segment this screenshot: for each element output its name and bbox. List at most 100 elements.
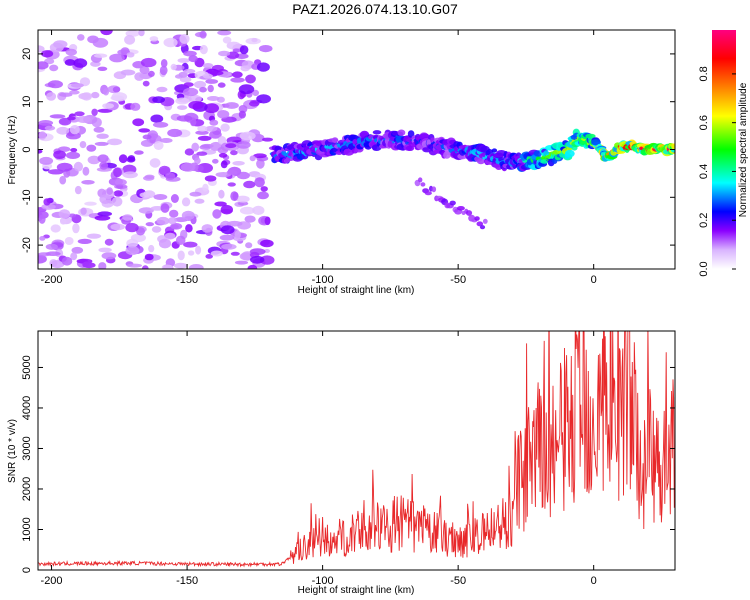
spectrogram-cell [221,243,237,250]
spectrogram-cell [79,77,91,87]
spectrogram-cell [491,148,498,153]
spectrogram-cell [93,126,105,133]
spectrogram-cell [122,214,133,221]
spectrogram-cell [209,70,224,76]
spectrogram-cell [204,125,218,132]
spectrogram-cell [256,62,270,72]
spectrogram-cell [418,177,423,183]
snr-y-axis-label: SNR (10 * v/v) [7,419,18,483]
spectrogram-cell [92,37,109,48]
spectrogram-cell [212,209,222,219]
spectrogram-cell [431,186,437,193]
spectrogram-cell [177,250,185,261]
spectrogram-cell [232,71,243,78]
spectrogram-cell [247,264,258,269]
spectrogram-cell [74,185,82,195]
spectrogram-cell [199,30,207,39]
spectrogram-cell [47,80,64,89]
spectrogram-cell [148,70,155,77]
spectrogram-cell [104,238,114,246]
spectrogram-cell [183,241,198,248]
spectrogram-cell [420,182,426,187]
spectrogram-cell [220,225,235,235]
spectrogram-cell [217,136,227,145]
colorbar-tick-label: 0.4 [698,164,710,179]
spectrogram-cell [230,191,239,202]
snr-x-tick-label: -200 [41,575,63,587]
spectrogram-cell [45,251,61,256]
spectrogram-cell [197,125,208,132]
colorbar: 0.0 0.2 0.4 0.6 0.8 Normalized spectral ampl… [698,30,749,277]
spectrogram-cell [222,36,232,44]
spectrogram-cell [230,77,245,83]
spectrogram-cell [238,84,255,95]
spectrogram-cell [43,198,51,206]
spectrogram-cell [158,238,172,249]
spectrogram-cell [38,61,49,70]
spectrogram-cell [209,119,219,126]
spectrogram-cell [187,94,202,103]
spectrogram-cell [168,217,177,225]
spectrogram-cell [99,161,109,170]
spectrogram-cell [100,30,113,36]
spectrogram-cell [199,144,212,150]
spectrogram-cell [74,111,85,117]
spectrogram-cell [259,255,275,265]
spectrogram-x-axis-label: Height of straight line (km) [298,285,415,296]
spectrogram-cell [225,143,237,149]
spectrogram-cell [130,102,141,111]
spectrogram-cell [167,128,183,138]
spectrogram-cell [170,223,183,230]
spectrogram-cell [188,55,198,63]
spectrogram-cell [38,254,47,264]
spectrogram-cell [152,96,166,104]
spectrogram-cell [482,218,488,224]
spectrogram-y-tick-label: 0 [21,146,33,152]
spectrogram-x-tick-label: -150 [176,274,198,286]
spectrogram-cell [210,250,223,257]
spectrogram-cell [199,44,208,55]
spectrogram-cell [138,207,154,214]
spectrogram-cell [113,190,124,197]
spectrogram-cell [97,154,109,163]
spectrogram-y-tick-label: 10 [21,96,33,108]
spectrogram-cell [218,189,225,199]
spectrogram-cell [112,86,121,93]
spectrogram-cell [126,238,139,248]
spectrogram-cell [191,142,199,152]
spectrogram-cell [194,157,201,165]
spectrogram-cell [176,115,193,122]
spectrogram-x-tick-label: 0 [591,274,597,286]
spectrogram-cell [91,91,100,99]
spectrogram-cell [139,66,150,74]
spectrogram-cell [197,135,212,141]
spectrogram-cell [189,191,202,197]
spectrogram-cell [195,245,202,255]
spectrogram-cell [217,110,230,119]
spectrogram-cell [202,183,209,192]
spectrogram-cell [56,162,73,172]
spectrogram-cell [232,161,245,166]
spectrogram-cell [220,204,233,215]
spectrogram-cell [125,246,140,256]
spectrogram-cell [110,223,125,231]
spectrogram-cell [245,74,256,84]
spectrogram-cell [80,207,87,215]
spectrogram-cell [245,37,261,45]
spectrogram-cell [160,203,170,213]
spectrogram-cell [207,84,214,93]
spectrogram-cell [220,160,228,169]
spectrogram-cell [207,96,220,101]
spectrogram-cell [465,210,473,216]
spectrogram-cell [177,58,190,63]
spectrogram-cell [77,238,92,244]
spectrogram-cell [205,254,213,259]
spectrogram-cell [170,194,179,203]
spectrogram-cell [86,233,102,239]
spectrogram-cell [76,116,91,123]
spectrogram-cell [218,50,231,57]
spectrogram-cell [214,201,227,207]
spectrogram-cell [38,120,54,126]
spectrogram-y-tick-label: -20 [21,237,33,253]
spectrogram-cell [237,201,249,206]
